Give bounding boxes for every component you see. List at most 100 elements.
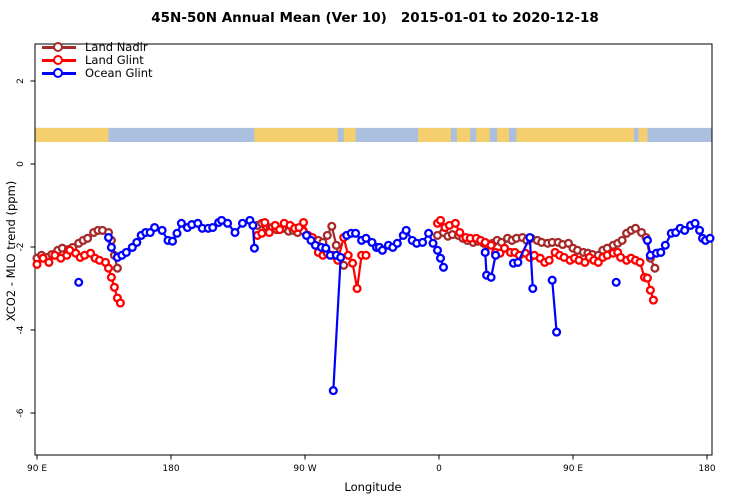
series-ocean-glint-point <box>680 225 690 235</box>
series-ocean-glint-point <box>695 225 705 235</box>
series-ocean-glint-point <box>418 237 428 247</box>
series-land-nadir-point <box>630 223 641 233</box>
series-ocean-glint-point <box>392 238 402 248</box>
series-land-nadir-point <box>83 233 93 243</box>
series-land-glint-point <box>260 217 270 228</box>
series-land-glint-point <box>352 283 362 294</box>
series-ocean-glint-point <box>150 222 160 233</box>
legend-item-land-nadir: Land Nadir <box>42 41 153 54</box>
legend-ring <box>53 42 63 53</box>
series-ocean-glint-point <box>172 228 182 238</box>
series-land-glint-point <box>298 217 309 228</box>
x-tick-label: 90 W <box>293 464 316 474</box>
series-ocean-glint-point <box>361 233 371 243</box>
series-land-glint-point <box>32 259 42 269</box>
series-ocean-glint-point <box>428 238 438 248</box>
legend-label-land-nadir: Land Nadir <box>85 40 148 54</box>
series-land-glint-point <box>455 227 465 238</box>
series-land-glint-point <box>106 272 116 282</box>
series-ocean-glint-point <box>435 253 446 263</box>
legend-item-ocean-glint: Ocean Glint <box>42 67 153 80</box>
series-ocean-glint-point <box>157 225 167 235</box>
legend-label-land-glint: Land Glint <box>85 53 144 67</box>
series-ocean-glint <box>74 215 715 396</box>
series-ocean-glint-point <box>705 233 715 243</box>
map-strip-land <box>516 127 635 143</box>
y-tick-label: -2 <box>16 243 26 252</box>
series-ocean-glint-point <box>121 247 131 257</box>
map-strip-land <box>638 127 648 143</box>
series-ocean-glint-point <box>401 225 411 235</box>
map-strip-land <box>456 127 471 143</box>
series-ocean-glint-point <box>642 235 652 245</box>
series-ocean-glint-point <box>248 220 258 230</box>
x-axis-label: Longitude <box>344 480 402 494</box>
series-ocean-glint-point <box>249 243 259 253</box>
series-land-nadir-point <box>322 230 332 240</box>
series-ocean-glint-point <box>480 247 490 257</box>
legend-ring <box>53 68 63 79</box>
series-land-nadir-point <box>112 263 122 273</box>
series-land-glint-point <box>348 258 358 268</box>
series-ocean-glint-point <box>336 252 346 262</box>
series-ocean-glint-point <box>237 218 248 228</box>
map-strip-land <box>418 127 451 143</box>
series-ocean-glint-point <box>438 262 449 272</box>
y-tick-label: 2 <box>16 78 26 84</box>
series-land-glint-point <box>648 295 658 305</box>
series-ocean-glint-line <box>551 279 558 334</box>
series-ocean-glint-point <box>424 228 434 238</box>
land-nadir-marker-icon <box>42 42 76 54</box>
map-strip-land <box>254 127 338 143</box>
series-land-glint-point <box>343 250 353 260</box>
map-strip-land <box>343 127 356 143</box>
map-strip-land <box>497 127 509 143</box>
series-ocean-glint-point <box>611 277 621 287</box>
series-ocean-glint-point <box>132 237 142 247</box>
series-land-nadir-point <box>331 240 341 250</box>
series-land-glint-point <box>257 228 267 238</box>
legend: Land Nadir Land Glint Ocean Glint <box>42 41 153 80</box>
plot-box <box>34 43 713 456</box>
series-ocean-glint-point <box>377 245 387 255</box>
y-tick-label: -4 <box>16 325 26 334</box>
series-land-glint-point <box>635 257 645 267</box>
series-ocean-glint-point <box>491 250 501 260</box>
chart-title: 45N-50N Annual Mean (Ver 10) 2015-01-01 … <box>151 10 599 26</box>
series-ocean-glint-point <box>208 222 218 233</box>
series-land-glint-point <box>450 218 460 228</box>
series-land-nadir-point <box>617 235 627 245</box>
series-ocean-glint-point <box>660 240 670 250</box>
y-tick-label: 0 <box>16 161 26 167</box>
series-ocean-glint-point <box>106 242 116 252</box>
series-land-glint-point <box>645 285 655 295</box>
legend-label-ocean-glint: Ocean Glint <box>85 66 153 80</box>
series-land-glint-point <box>361 250 371 260</box>
x-tick-label: 0 <box>436 464 442 474</box>
x-tick-label: 90 E <box>563 464 583 474</box>
y-tick-label: -6 <box>16 408 26 417</box>
series-ocean-glint-point <box>528 283 538 294</box>
series-ocean-glint-point <box>432 245 443 255</box>
ocean-glint-marker-icon <box>42 68 76 80</box>
series-land-glint-point <box>435 215 446 225</box>
series-land-glint-point <box>115 298 125 308</box>
x-tick-label: 90 E <box>27 464 47 474</box>
series-ocean-glint-point <box>547 275 557 285</box>
series-ocean-glint-point <box>223 218 233 228</box>
legend-ring <box>53 55 63 66</box>
series-ocean-glint-point <box>176 218 186 228</box>
series-land-glint-point <box>486 240 496 250</box>
series-ocean-glint-point <box>486 272 496 282</box>
series-ocean-glint-point <box>74 277 84 287</box>
series-ocean-glint-point <box>525 232 535 243</box>
series-ocean-glint-point <box>690 218 700 228</box>
legend-item-land-glint: Land Glint <box>42 54 153 67</box>
map-strip-land <box>476 127 490 143</box>
series-ocean-glint-point <box>230 227 240 238</box>
series-ocean-glint-point <box>321 243 331 253</box>
series-land-glint-point <box>109 282 119 292</box>
series-land-glint-point <box>264 227 274 238</box>
x-tick-label: 180 <box>162 464 179 474</box>
